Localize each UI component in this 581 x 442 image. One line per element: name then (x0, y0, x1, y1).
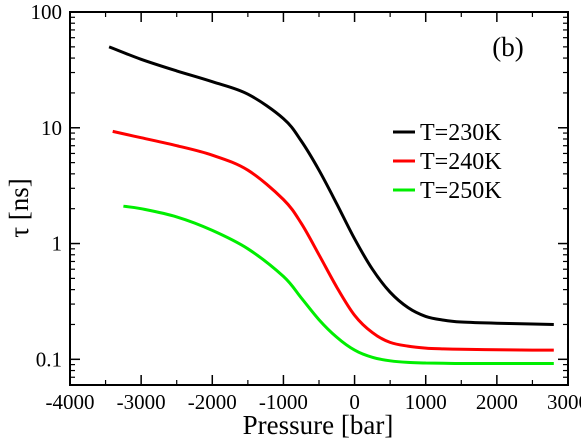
panel-label: (b) (492, 32, 523, 62)
x-axis-title: Pressure [bar] (243, 410, 394, 440)
y-axis-title: τ [ns] (4, 178, 34, 238)
x-tick-label: -3000 (117, 390, 166, 414)
x-tick-label: 2000 (476, 390, 518, 414)
x-tick-label: -4000 (46, 390, 95, 414)
legend-label: T=240K (420, 149, 502, 175)
legend-label: T=250K (420, 178, 502, 204)
axis-ticks: -4000 -3000 -2000 -1000 0 1000 2000 3000 0.1 1 10 1… (31, 0, 581, 414)
x-tick-label: 1000 (405, 390, 447, 414)
y-tick-label: 1 (52, 232, 63, 256)
x-tick-label: 3000 (547, 390, 581, 414)
series-line-T=250K (123, 204, 554, 366)
y-tick-label: 100 (31, 0, 63, 24)
y-tick-label: 0.1 (36, 347, 62, 371)
x-tick-label: -1000 (259, 390, 308, 414)
x-tick-label: -2000 (188, 390, 237, 414)
x-tick-label: 0 (349, 390, 360, 414)
legend-label: T=230K (420, 120, 502, 146)
y-tick-label: 10 (41, 116, 62, 140)
series-line-T=230K (108, 45, 554, 326)
series-line-T=240K (112, 129, 554, 352)
legend: T=230K T=240K T=250K (393, 120, 502, 204)
series-lines (108, 45, 554, 366)
